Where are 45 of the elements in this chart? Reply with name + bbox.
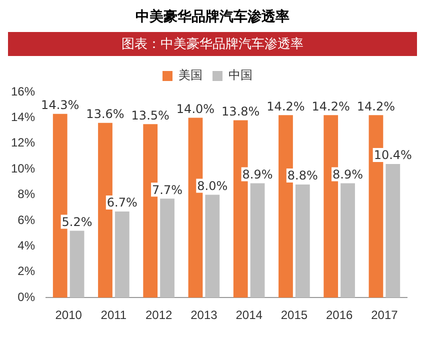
x-tick-label: 2015 [280, 308, 308, 322]
y-tick-label: 12% [10, 136, 36, 150]
data-label: 8.0% [197, 178, 228, 193]
data-label: 10.4% [374, 148, 412, 162]
bar [205, 194, 220, 298]
y-tick-label: 4% [18, 238, 36, 253]
y-tick-label: 6% [18, 212, 36, 227]
data-label: 5.2% [62, 214, 92, 229]
data-label: 8.9% [332, 167, 364, 182]
x-tick-label: 2017 [371, 308, 398, 322]
data-label: 14.0% [176, 102, 215, 116]
data-label: 13.6% [86, 106, 124, 121]
x-tick-label: 2010 [55, 308, 82, 322]
y-tick-label: 14% [10, 110, 36, 124]
data-label: 8.9% [242, 167, 273, 182]
bar [340, 183, 355, 298]
data-label: 14.2% [312, 99, 350, 114]
bar [386, 164, 400, 298]
bar [160, 198, 174, 298]
data-label: 14.2% [266, 99, 305, 114]
data-label: 13.8% [222, 104, 260, 118]
data-label: 14.2% [356, 99, 396, 114]
data-label: 7.7% [152, 182, 183, 197]
bar [250, 183, 265, 298]
legend-label: 美国 [178, 68, 202, 82]
data-label: 14.3% [41, 98, 80, 112]
bar [114, 212, 130, 298]
x-tick-label: 2012 [145, 308, 172, 322]
legend-label: 中国 [228, 68, 252, 82]
bar [295, 184, 310, 298]
y-tick-label: 2% [18, 264, 36, 278]
x-tick-label: 2014 [236, 308, 263, 322]
y-tick-label: 16% [10, 84, 36, 98]
data-label: 13.5% [131, 108, 170, 122]
chart-subtitle: 图表：中美豪华品牌汽车渗透率 [8, 32, 417, 56]
chart-title: 中美豪华品牌汽车渗透率 [134, 8, 290, 26]
data-label: 6.7% [106, 196, 138, 210]
data-label: 8.8% [287, 168, 318, 183]
x-tick-label: 2016 [326, 308, 353, 322]
bar [70, 230, 84, 298]
y-tick-label: 8% [18, 187, 36, 202]
x-tick-label: 2011 [100, 308, 127, 322]
y-tick-label: 10% [10, 161, 36, 176]
y-tick-label: 0% [18, 290, 36, 304]
x-tick-label: 2013 [190, 308, 218, 322]
